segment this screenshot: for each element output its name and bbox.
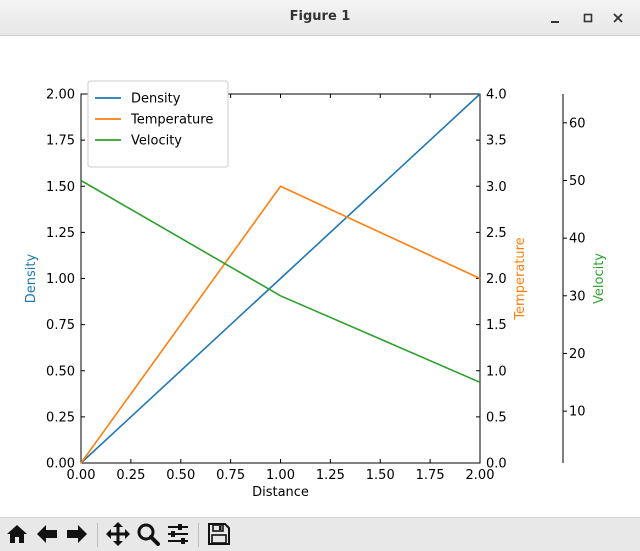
save-button[interactable] [206, 521, 232, 547]
velocity-tick-label: 30 [569, 289, 586, 304]
legend-entry-label: Temperature [130, 113, 213, 128]
toolbar-separator [198, 523, 199, 547]
x-tick-label: 1.50 [366, 468, 395, 483]
x-tick-label: 0.00 [67, 468, 96, 483]
temperature-tick-label: 2.5 [486, 226, 507, 241]
sliders-icon [168, 524, 188, 544]
x-tick-label: 1.75 [416, 468, 445, 483]
navigation-toolbar [0, 517, 640, 551]
zoom-button[interactable] [135, 521, 161, 547]
temperature-tick-label: 1.0 [486, 364, 507, 379]
toolbar-separator [97, 523, 98, 547]
window-title: Figure 1 [289, 9, 351, 24]
temperature-tick-label: 0.0 [486, 457, 507, 472]
arrow-left-icon [37, 525, 57, 543]
x-tick-label: 1.25 [316, 468, 345, 483]
x-tick-label: 1.00 [266, 468, 295, 483]
velocity-tick-label: 50 [569, 174, 586, 189]
density-tick-label: 1.25 [46, 226, 75, 241]
density-tick-label: 0.25 [46, 410, 75, 425]
velocity-series-line [80, 179, 481, 384]
velocity-tick-label: 60 [569, 116, 586, 131]
pan-button[interactable] [105, 521, 131, 547]
x-tick-label: 0.25 [116, 468, 145, 483]
temperature-tick-label: 2.0 [486, 272, 507, 287]
floppy-disk-icon [208, 523, 230, 545]
density-tick-label: 0.75 [46, 318, 75, 333]
x-axis-label: Distance [252, 485, 309, 500]
close-button[interactable] [606, 6, 630, 30]
back-button[interactable] [34, 521, 60, 547]
chart: 0.00 0.25 0.50 0.75 1.00 1.25 1.50 1.75 2.00 Dist… [24, 80, 607, 500]
configure-subplots-button[interactable] [165, 521, 191, 547]
density-tick-label: 0.00 [46, 457, 75, 472]
x-tick-label: 2.00 [466, 468, 495, 483]
figure-canvas[interactable]: 0.00 0.25 0.50 0.75 1.00 1.25 1.50 1.75 2.00 Dist… [0, 36, 640, 517]
forward-button[interactable] [64, 521, 90, 547]
maximize-button[interactable] [576, 6, 600, 30]
density-tick-label: 1.75 [46, 134, 75, 149]
minimize-icon [551, 21, 559, 23]
density-tick-label: 1.00 [46, 272, 75, 287]
title-bar: Figure 1 [0, 0, 640, 36]
temperature-axis-label: Temperature [513, 237, 528, 320]
maximize-icon [583, 13, 593, 23]
velocity-tick-label: 40 [569, 232, 586, 247]
x-tick-label: 0.50 [166, 468, 195, 483]
temperature-tick-label: 3.0 [486, 180, 507, 195]
magnifier-icon [137, 523, 160, 546]
density-tick-label: 1.50 [46, 180, 75, 195]
density-axis-label: Density [24, 253, 39, 303]
temperature-tick-label: 1.5 [486, 318, 507, 333]
move-icon [106, 522, 130, 546]
density-series-line [80, 93, 481, 464]
close-icon [613, 13, 623, 23]
home-button[interactable] [4, 521, 30, 547]
temperature-tick-label: 4.0 [486, 88, 507, 103]
density-tick-label: 2.00 [46, 88, 75, 103]
velocity-tick-label: 10 [569, 405, 586, 420]
legend-box [87, 80, 229, 168]
home-icon [7, 525, 27, 543]
legend-entry-label: Velocity [131, 134, 182, 149]
legend-entry-label: Density [131, 92, 181, 107]
temperature-tick-label: 3.5 [486, 134, 507, 149]
temperature-tick-label: 0.5 [486, 410, 507, 425]
temperature-series-line [80, 185, 481, 464]
arrow-right-icon [67, 525, 87, 543]
density-tick-label: 0.50 [46, 364, 75, 379]
minimize-button[interactable] [543, 6, 567, 30]
x-tick-label: 0.75 [216, 468, 245, 483]
velocity-axis-label: Velocity [592, 253, 607, 304]
velocity-tick-label: 20 [569, 347, 586, 362]
